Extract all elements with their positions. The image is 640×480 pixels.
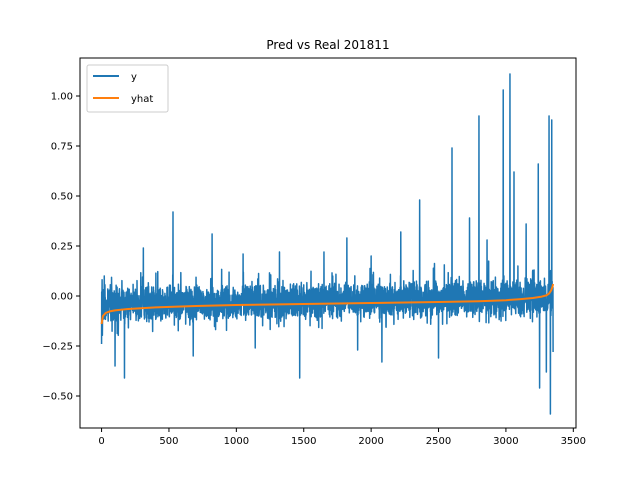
y-tick-label: 0.75	[51, 142, 73, 153]
x-tick-label: 3500	[561, 436, 586, 447]
x-tick-label: 1000	[224, 436, 249, 447]
chart-title: Pred vs Real 201811	[266, 38, 389, 52]
x-tick-label: 2000	[358, 436, 383, 447]
legend-box	[86, 64, 169, 113]
plot-area	[79, 57, 577, 429]
y-tick-label: 1.00	[51, 92, 73, 103]
series-layer	[100, 73, 555, 415]
y-tick-label: 0.25	[51, 242, 73, 253]
axes-frame	[79, 57, 577, 429]
x-tick-label: 3000	[493, 436, 518, 447]
y-tick-label: 0.00	[51, 292, 73, 303]
y-tick-label: −0.50	[42, 392, 73, 403]
legend: y yhat	[86, 64, 169, 113]
x-axis: 0 500 1000 1500 2000 2500 3000 3500	[98, 428, 586, 447]
legend-label-y: y	[131, 72, 137, 83]
series-line-yhat	[100, 283, 555, 325]
x-tick-label: 1500	[291, 436, 316, 447]
x-tick-label: 0	[98, 436, 104, 447]
x-tick-label: 500	[159, 436, 178, 447]
y-axis: −0.50 −0.25 0.00 0.25 0.50 0.75 1.00	[42, 92, 80, 403]
legend-label-yhat: yhat	[131, 94, 153, 105]
y-tick-label: 0.50	[51, 192, 73, 203]
y-tick-label: −0.25	[42, 342, 73, 353]
x-tick-label: 2500	[426, 436, 451, 447]
series-line-y	[100, 73, 554, 415]
